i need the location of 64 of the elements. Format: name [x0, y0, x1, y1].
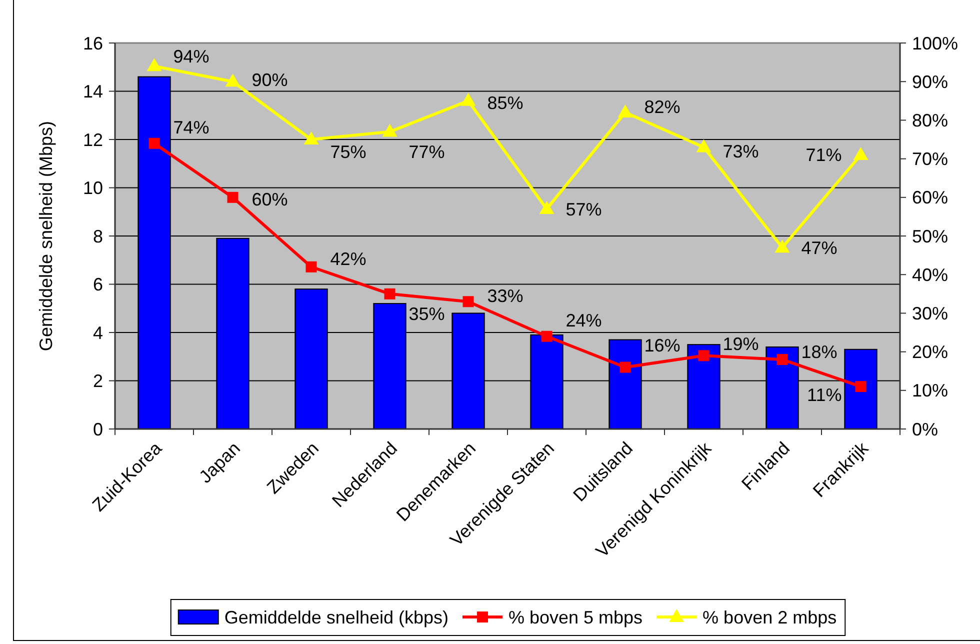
point	[774, 240, 790, 253]
data-label: 19%	[722, 334, 759, 354]
point	[776, 354, 788, 366]
data-label: 74%	[173, 118, 210, 138]
y-tick-label: 6	[92, 274, 103, 295]
data-label: 73%	[722, 142, 759, 162]
data-label: 16%	[644, 336, 680, 356]
point	[618, 104, 633, 118]
point	[698, 350, 710, 362]
y2-tick-label: 60%	[912, 188, 948, 208]
legend-label: % boven 2 mbps	[702, 607, 837, 628]
y2-tick-label: 50%	[912, 226, 948, 246]
point	[304, 132, 319, 144]
data-label: 47%	[801, 238, 838, 258]
data-label: 57%	[566, 199, 602, 220]
data-label: 82%	[644, 96, 680, 117]
point	[384, 288, 396, 300]
point	[146, 58, 162, 72]
point	[855, 381, 866, 392]
data-label: 90%	[252, 70, 288, 90]
point	[541, 330, 552, 342]
y-tick-label: 14	[82, 82, 103, 102]
legend-label: Gemiddelde snelheid (kbps)	[224, 607, 448, 628]
y-axis-title: Gemiddelde snelheid (Mbps)	[36, 120, 56, 352]
point	[696, 139, 712, 152]
data-label: 60%	[252, 190, 288, 210]
y-tick-label: 12	[82, 130, 103, 150]
y2-tick-label: 40%	[912, 264, 948, 285]
y2-tick-label: 80%	[912, 110, 948, 130]
y-tick-label: 4	[92, 322, 103, 343]
y2-tick-label: 0%	[912, 419, 938, 440]
point	[460, 92, 476, 106]
point	[148, 138, 160, 149]
point	[227, 192, 238, 203]
data-label: 71%	[806, 145, 842, 166]
y-tick-label: 8	[92, 226, 103, 246]
y2-tick-label: 90%	[912, 72, 948, 92]
data-label: 35%	[408, 304, 445, 324]
data-label: 94%	[173, 46, 210, 66]
y-tick-label: 0	[92, 419, 103, 440]
y2-tick-label: 10%	[912, 380, 948, 401]
data-label: 18%	[801, 342, 838, 362]
point	[539, 200, 554, 214]
y2-tick-label: 70%	[912, 149, 948, 170]
point	[306, 261, 317, 272]
point	[382, 124, 398, 137]
data-label: 33%	[487, 286, 524, 306]
y-tick-label: 10	[82, 178, 103, 198]
y2-tick-label: 30%	[912, 304, 948, 324]
data-label: 85%	[487, 93, 524, 114]
y-tick-label: 2	[92, 371, 103, 392]
point	[853, 146, 868, 160]
y-tick-label: 16	[82, 33, 103, 54]
data-label: 77%	[408, 142, 445, 162]
legend-label: % boven 5 mbps	[508, 607, 643, 628]
y2-tick-label: 20%	[912, 342, 948, 362]
data-label: 75%	[330, 142, 366, 162]
point	[462, 296, 474, 308]
y2-tick-label: 100%	[912, 33, 958, 54]
data-label: 11%	[807, 384, 842, 405]
point	[620, 362, 631, 373]
data-label: 24%	[566, 310, 602, 331]
data-label: 42%	[330, 249, 366, 270]
point	[225, 74, 240, 87]
